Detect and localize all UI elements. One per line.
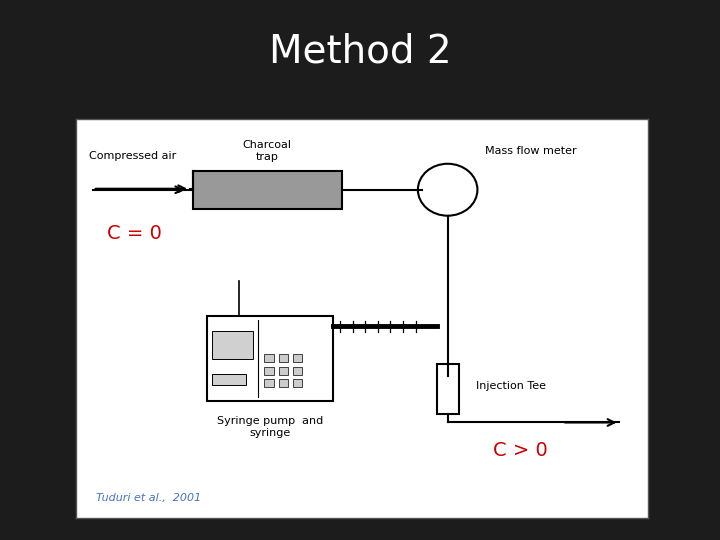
Text: Method 2: Method 2 — [269, 33, 451, 71]
Text: Tuduri et al.,  2001: Tuduri et al., 2001 — [96, 494, 201, 503]
Text: C = 0: C = 0 — [107, 224, 162, 243]
Bar — [264, 354, 274, 362]
Bar — [293, 379, 302, 387]
Bar — [212, 374, 246, 385]
Text: Charcoal
trap: Charcoal trap — [243, 140, 292, 162]
Bar — [212, 331, 253, 359]
Bar — [279, 379, 288, 387]
Text: Mass flow meter: Mass flow meter — [485, 146, 577, 156]
Bar — [293, 367, 302, 375]
Bar — [437, 363, 459, 414]
Circle shape — [418, 164, 477, 215]
Text: Injection Tee: Injection Tee — [477, 381, 546, 391]
Text: Syringe pump  and
syringe: Syringe pump and syringe — [217, 416, 323, 437]
Bar — [264, 379, 274, 387]
Bar — [193, 171, 342, 208]
Text: C > 0: C > 0 — [493, 442, 548, 461]
Bar — [207, 316, 333, 401]
Bar — [279, 367, 288, 375]
Bar — [279, 354, 288, 362]
Bar — [264, 367, 274, 375]
Text: Compressed air: Compressed air — [89, 151, 176, 161]
Bar — [293, 354, 302, 362]
